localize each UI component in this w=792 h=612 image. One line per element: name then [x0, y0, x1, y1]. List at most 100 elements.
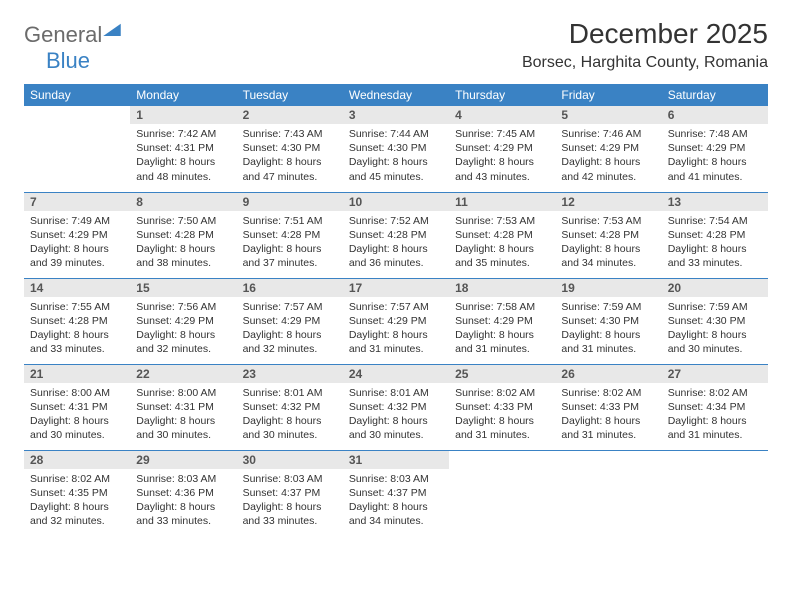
- sunrise-text: Sunrise: 8:03 AM: [243, 472, 337, 486]
- daylight-line1: Daylight: 8 hours: [455, 155, 549, 169]
- daylight-line1: Daylight: 8 hours: [349, 155, 443, 169]
- daylight-line2: and 32 minutes.: [136, 342, 230, 356]
- day-details: Sunrise: 7:53 AMSunset: 4:28 PMDaylight:…: [449, 211, 555, 275]
- daylight-line1: Daylight: 8 hours: [349, 242, 443, 256]
- daylight-line2: and 45 minutes.: [349, 170, 443, 184]
- sunrise-text: Sunrise: 7:46 AM: [561, 127, 655, 141]
- calendar-week-row: ..1Sunrise: 7:42 AMSunset: 4:31 PMDaylig…: [24, 106, 768, 192]
- sunrise-text: Sunrise: 7:57 AM: [349, 300, 443, 314]
- day-details: Sunrise: 8:03 AMSunset: 4:36 PMDaylight:…: [130, 469, 236, 533]
- sunrise-text: Sunrise: 8:00 AM: [136, 386, 230, 400]
- sunrise-text: Sunrise: 8:01 AM: [243, 386, 337, 400]
- daylight-line1: Daylight: 8 hours: [455, 242, 549, 256]
- logo-general: General: [24, 22, 102, 47]
- sunrise-text: Sunrise: 7:50 AM: [136, 214, 230, 228]
- daylight-line1: Daylight: 8 hours: [136, 328, 230, 342]
- sunset-text: Sunset: 4:30 PM: [243, 141, 337, 155]
- calendar-week-row: 7Sunrise: 7:49 AMSunset: 4:29 PMDaylight…: [24, 192, 768, 278]
- sunrise-text: Sunrise: 8:00 AM: [30, 386, 124, 400]
- daylight-line1: Daylight: 8 hours: [136, 414, 230, 428]
- sunrise-text: Sunrise: 7:59 AM: [668, 300, 762, 314]
- daylight-line2: and 37 minutes.: [243, 256, 337, 270]
- sunset-text: Sunset: 4:28 PM: [349, 228, 443, 242]
- daylight-line1: Daylight: 8 hours: [243, 328, 337, 342]
- sunset-text: Sunset: 4:37 PM: [349, 486, 443, 500]
- calendar-day-cell: 25Sunrise: 8:02 AMSunset: 4:33 PMDayligh…: [449, 364, 555, 450]
- day-number: 12: [555, 193, 661, 211]
- calendar-day-cell: ..: [555, 450, 661, 536]
- sunrise-text: Sunrise: 7:42 AM: [136, 127, 230, 141]
- day-details: Sunrise: 8:02 AMSunset: 4:33 PMDaylight:…: [555, 383, 661, 447]
- sunset-text: Sunset: 4:37 PM: [243, 486, 337, 500]
- day-details: Sunrise: 8:00 AMSunset: 4:31 PMDaylight:…: [24, 383, 130, 447]
- day-number: 28: [24, 451, 130, 469]
- daylight-line2: and 31 minutes.: [561, 342, 655, 356]
- daylight-line1: Daylight: 8 hours: [243, 242, 337, 256]
- calendar-day-cell: 6Sunrise: 7:48 AMSunset: 4:29 PMDaylight…: [662, 106, 768, 192]
- day-number: 5: [555, 106, 661, 124]
- daylight-line2: and 30 minutes.: [243, 428, 337, 442]
- daylight-line1: Daylight: 8 hours: [561, 414, 655, 428]
- day-number: 25: [449, 365, 555, 383]
- daylight-line2: and 48 minutes.: [136, 170, 230, 184]
- daylight-line1: Daylight: 8 hours: [668, 242, 762, 256]
- sunset-text: Sunset: 4:33 PM: [455, 400, 549, 414]
- daylight-line1: Daylight: 8 hours: [243, 155, 337, 169]
- calendar-day-cell: ..: [662, 450, 768, 536]
- calendar-week-row: 21Sunrise: 8:00 AMSunset: 4:31 PMDayligh…: [24, 364, 768, 450]
- sunrise-text: Sunrise: 7:52 AM: [349, 214, 443, 228]
- sunset-text: Sunset: 4:33 PM: [561, 400, 655, 414]
- weekday-header: Friday: [555, 84, 661, 106]
- calendar-day-cell: ..: [449, 450, 555, 536]
- calendar-day-cell: 19Sunrise: 7:59 AMSunset: 4:30 PMDayligh…: [555, 278, 661, 364]
- daylight-line1: Daylight: 8 hours: [243, 414, 337, 428]
- day-details: Sunrise: 8:01 AMSunset: 4:32 PMDaylight:…: [237, 383, 343, 447]
- day-details: Sunrise: 7:57 AMSunset: 4:29 PMDaylight:…: [343, 297, 449, 361]
- calendar-day-cell: 20Sunrise: 7:59 AMSunset: 4:30 PMDayligh…: [662, 278, 768, 364]
- daylight-line1: Daylight: 8 hours: [561, 328, 655, 342]
- daylight-line2: and 41 minutes.: [668, 170, 762, 184]
- day-details: Sunrise: 7:46 AMSunset: 4:29 PMDaylight:…: [555, 124, 661, 188]
- sunrise-text: Sunrise: 7:51 AM: [243, 214, 337, 228]
- daylight-line2: and 30 minutes.: [349, 428, 443, 442]
- calendar-day-cell: 3Sunrise: 7:44 AMSunset: 4:30 PMDaylight…: [343, 106, 449, 192]
- calendar-day-cell: 17Sunrise: 7:57 AMSunset: 4:29 PMDayligh…: [343, 278, 449, 364]
- day-details: Sunrise: 7:45 AMSunset: 4:29 PMDaylight:…: [449, 124, 555, 188]
- day-details: Sunrise: 7:50 AMSunset: 4:28 PMDaylight:…: [130, 211, 236, 275]
- calendar-day-cell: 10Sunrise: 7:52 AMSunset: 4:28 PMDayligh…: [343, 192, 449, 278]
- day-number: 17: [343, 279, 449, 297]
- calendar-day-cell: 27Sunrise: 8:02 AMSunset: 4:34 PMDayligh…: [662, 364, 768, 450]
- sunset-text: Sunset: 4:29 PM: [668, 141, 762, 155]
- sunrise-text: Sunrise: 7:55 AM: [30, 300, 124, 314]
- day-number: 30: [237, 451, 343, 469]
- day-number: 1: [130, 106, 236, 124]
- daylight-line2: and 39 minutes.: [30, 256, 124, 270]
- daylight-line2: and 31 minutes.: [349, 342, 443, 356]
- sunrise-text: Sunrise: 7:54 AM: [668, 214, 762, 228]
- page-title: December 2025: [522, 18, 768, 50]
- calendar-day-cell: 4Sunrise: 7:45 AMSunset: 4:29 PMDaylight…: [449, 106, 555, 192]
- sunrise-text: Sunrise: 7:57 AM: [243, 300, 337, 314]
- day-number: 20: [662, 279, 768, 297]
- calendar-day-cell: 23Sunrise: 8:01 AMSunset: 4:32 PMDayligh…: [237, 364, 343, 450]
- day-details: Sunrise: 8:02 AMSunset: 4:34 PMDaylight:…: [662, 383, 768, 447]
- day-number: 26: [555, 365, 661, 383]
- day-details: Sunrise: 8:03 AMSunset: 4:37 PMDaylight:…: [343, 469, 449, 533]
- day-number: 3: [343, 106, 449, 124]
- daylight-line2: and 33 minutes.: [30, 342, 124, 356]
- daylight-line2: and 36 minutes.: [349, 256, 443, 270]
- daylight-line1: Daylight: 8 hours: [349, 414, 443, 428]
- day-details: Sunrise: 7:57 AMSunset: 4:29 PMDaylight:…: [237, 297, 343, 361]
- sunset-text: Sunset: 4:29 PM: [30, 228, 124, 242]
- daylight-line2: and 32 minutes.: [30, 514, 124, 528]
- sunrise-text: Sunrise: 7:49 AM: [30, 214, 124, 228]
- sunrise-text: Sunrise: 7:59 AM: [561, 300, 655, 314]
- sunset-text: Sunset: 4:29 PM: [243, 314, 337, 328]
- daylight-line2: and 32 minutes.: [243, 342, 337, 356]
- day-number: 27: [662, 365, 768, 383]
- daylight-line1: Daylight: 8 hours: [561, 242, 655, 256]
- daylight-line2: and 31 minutes.: [455, 342, 549, 356]
- daylight-line1: Daylight: 8 hours: [349, 500, 443, 514]
- daylight-line1: Daylight: 8 hours: [30, 500, 124, 514]
- daylight-line1: Daylight: 8 hours: [136, 500, 230, 514]
